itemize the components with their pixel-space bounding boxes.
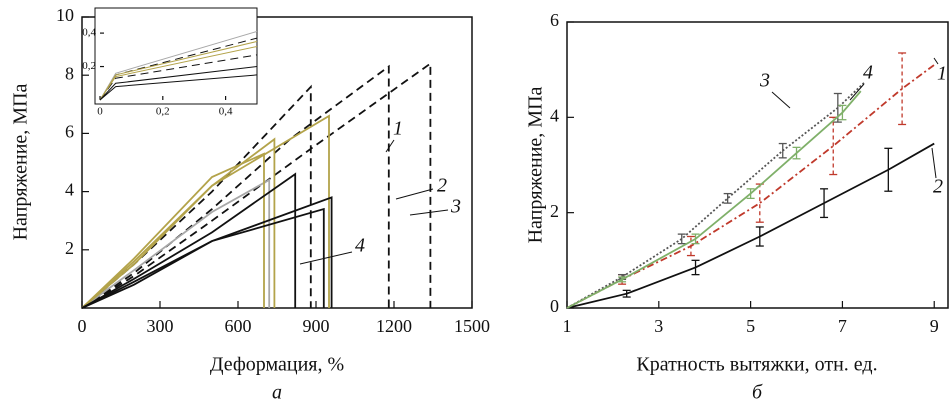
data-line — [81, 137, 276, 309]
x-tick-label: 9 — [930, 316, 939, 336]
x-tick-label: 1200 — [376, 316, 412, 336]
series-label: 2 — [437, 175, 447, 197]
y-tick-label: 2 — [65, 238, 74, 258]
error-bar — [622, 289, 631, 298]
data-line — [81, 64, 390, 309]
x-axis-label: Деформация, % — [210, 354, 344, 376]
data-line — [81, 178, 271, 309]
y-tick-label: 8 — [65, 63, 74, 83]
leader-line — [395, 188, 434, 200]
error-bar — [755, 226, 764, 247]
data-line — [99, 54, 258, 101]
x-tick-label: 600 — [225, 316, 252, 336]
error-bar — [898, 52, 907, 126]
caption: б — [752, 382, 763, 404]
error-bar — [792, 146, 801, 160]
data-line — [81, 152, 265, 309]
error-bar — [778, 142, 787, 159]
error-bar — [820, 188, 829, 219]
x-tick-label: 0,2 — [156, 106, 170, 118]
error-bar — [723, 192, 732, 204]
x-tick-label: 900 — [303, 316, 330, 336]
error-bar — [884, 147, 893, 192]
leader-line — [771, 91, 791, 109]
y-tick-label: 2 — [550, 201, 559, 221]
y-tick-label: 4 — [550, 105, 559, 125]
leader-line — [849, 83, 865, 101]
leader-line — [409, 209, 449, 216]
series-label: 2 — [933, 176, 943, 198]
x-tick-label: 0,4 — [219, 106, 233, 118]
chart: 1 3 5 7 9 0 2 4 6 1 2 3 4 — [550, 10, 949, 336]
error-bar — [746, 188, 755, 200]
data-line — [81, 172, 297, 309]
x-tick-label: 1500 — [454, 316, 490, 336]
x-tick-label: 1 — [563, 316, 572, 336]
y-tick-label: 0 — [550, 296, 559, 316]
series-label: 4 — [863, 62, 873, 84]
series-label: 1 — [393, 118, 403, 140]
data-line — [99, 74, 258, 101]
caption: а — [272, 382, 282, 404]
leader-line — [299, 251, 353, 265]
series-label: 4 — [355, 235, 365, 257]
data-line — [99, 66, 258, 101]
x-tick-label: 7 — [838, 316, 847, 336]
y-tick-label: 0,4 — [82, 27, 96, 39]
y-tick-label: 6 — [65, 122, 74, 142]
leader-line — [385, 139, 395, 153]
x-tick-label: 3 — [654, 316, 663, 336]
plot-frame — [566, 21, 949, 309]
x-tick-label: 5 — [746, 316, 755, 336]
plot-frame — [94, 7, 258, 105]
error-bar — [677, 233, 686, 245]
x-tick-label: 300 — [147, 316, 174, 336]
x-tick-label: 0 — [97, 106, 103, 118]
data-line — [81, 196, 333, 309]
chart: 0 0,2 0,4 0,2 0,4 — [82, 7, 258, 118]
leader-line — [933, 57, 939, 65]
x-tick-label: 0 — [78, 316, 87, 336]
y-tick-label: 0,2 — [82, 60, 96, 72]
series-label: 3 — [450, 196, 461, 218]
error-bar — [691, 233, 700, 245]
error-bar — [618, 276, 627, 283]
series-label: 1 — [937, 63, 947, 85]
y-axis-label: Напряжение, МПа — [10, 83, 32, 240]
x-axis-label: Кратность вытяжки, отн. ед. — [636, 354, 877, 376]
error-bar — [838, 104, 847, 121]
y-tick-label: 6 — [550, 10, 559, 30]
data-line — [99, 45, 258, 101]
error-bar — [686, 235, 695, 257]
y-tick-label: 4 — [65, 180, 74, 200]
error-bar — [691, 259, 700, 276]
leader-line — [931, 147, 937, 179]
y-axis-label: Напряжение, МПа — [525, 86, 547, 243]
y-tick-label: 10 — [56, 5, 74, 25]
series-label: 3 — [759, 70, 770, 92]
